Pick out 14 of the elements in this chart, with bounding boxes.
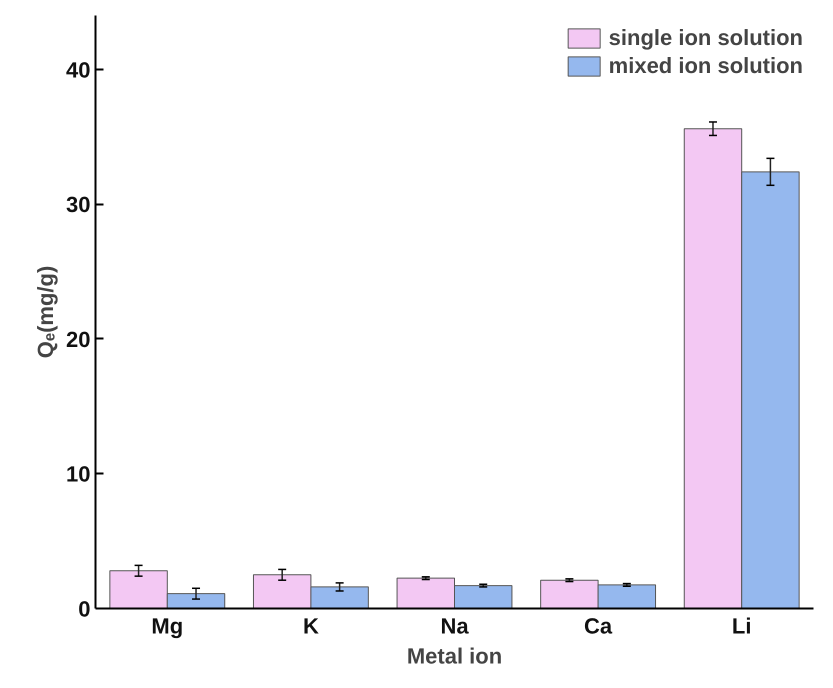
legend-label: single ion solution	[608, 25, 803, 51]
x-tick-label: Li	[732, 614, 752, 638]
x-tick-label: Na	[440, 614, 470, 638]
y-tick-label: 40	[66, 57, 91, 82]
y-tick-label: 20	[66, 326, 91, 352]
x-tick-label: Mg	[151, 614, 184, 638]
y-tick-label: 30	[66, 192, 91, 218]
y-tick-label: 0	[78, 596, 91, 622]
y-tick-label: 10	[66, 462, 91, 487]
x-tick-label: Ca	[584, 614, 613, 638]
x-tick-label: K	[302, 614, 319, 638]
legend-label: mixed ion solution	[608, 53, 803, 79]
x-axis-title: Metal ion	[406, 644, 502, 668]
y-axis-title: Qₑ(mg/g)	[33, 266, 58, 358]
